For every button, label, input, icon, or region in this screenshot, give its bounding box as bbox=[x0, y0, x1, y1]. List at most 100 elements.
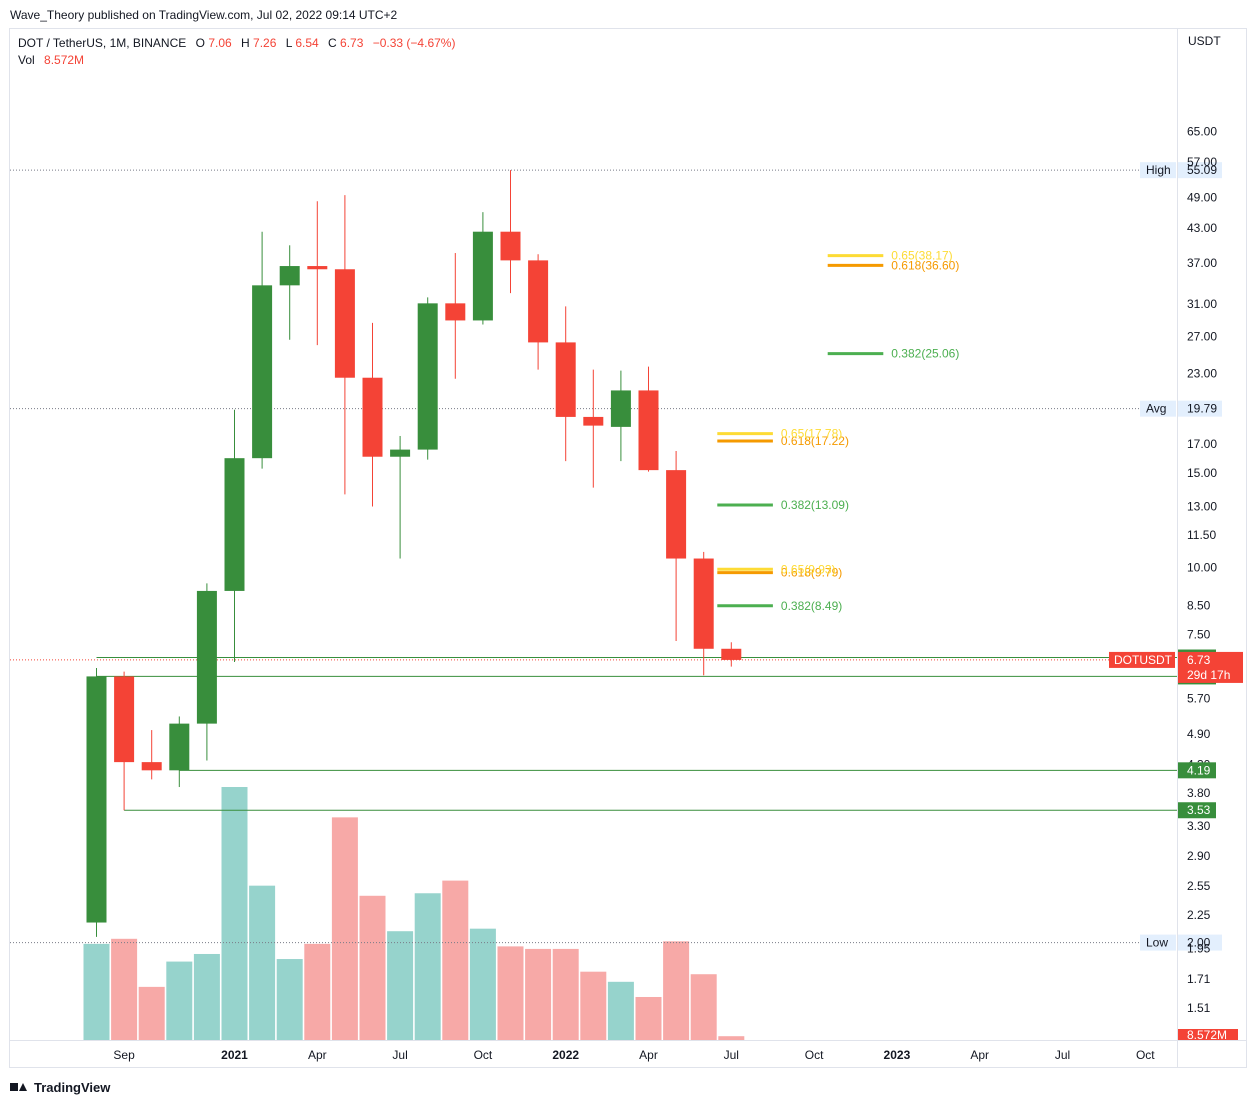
price-chart[interactable]: High 55.09 Avg 19.79 Low 2.00 0.382(25.06) 0.6… bbox=[9, 28, 1247, 1068]
price-tick-label: 17.00 bbox=[1187, 437, 1217, 451]
candle-body[interactable] bbox=[196, 590, 217, 724]
candle-body[interactable] bbox=[472, 231, 493, 321]
reference-lines: High 55.09 Avg 19.79 Low 2.00 bbox=[10, 162, 1222, 951]
level-value-tag bbox=[1178, 762, 1216, 779]
volume-bar bbox=[442, 880, 469, 1040]
price-tick-label: 1.51 bbox=[1187, 1001, 1211, 1015]
chart-frame bbox=[9, 28, 1247, 1068]
reference-value-bg bbox=[1178, 400, 1222, 417]
fib-level-label: 0.65(17.78) bbox=[781, 427, 842, 441]
reference-label: Avg bbox=[1146, 402, 1166, 416]
volume-bar bbox=[331, 817, 358, 1040]
time-tick-label: 2021 bbox=[221, 1048, 248, 1062]
candle-body[interactable] bbox=[500, 231, 521, 261]
candle-body[interactable] bbox=[307, 266, 328, 270]
fib-level-label: 0.65(38.17) bbox=[891, 249, 952, 263]
symbol-tag-text: DOTUSDT bbox=[1114, 653, 1173, 667]
candle-body[interactable] bbox=[583, 416, 604, 426]
fib-level-label: 0.382(8.49) bbox=[781, 599, 842, 613]
footer-brand[interactable]: TradingView bbox=[10, 1077, 110, 1097]
fib-level-label: 0.618(17.22) bbox=[781, 434, 849, 448]
volume-bar bbox=[276, 959, 303, 1040]
time-tick-label: Oct bbox=[805, 1048, 824, 1062]
reference-label: High bbox=[1146, 163, 1171, 177]
current-price-value: 6.73 bbox=[1187, 653, 1211, 667]
candle-body[interactable] bbox=[224, 458, 245, 591]
time-tick-label: Apr bbox=[639, 1048, 658, 1062]
candle-body[interactable] bbox=[555, 342, 576, 417]
reference-value-bg bbox=[1178, 162, 1222, 179]
legend-l-label: L bbox=[286, 36, 293, 50]
candle-body[interactable] bbox=[445, 303, 466, 321]
candle-body[interactable] bbox=[169, 723, 190, 771]
level-value-text: 3.53 bbox=[1187, 803, 1211, 817]
candle-body[interactable] bbox=[610, 390, 631, 427]
price-tick-label: 2.55 bbox=[1187, 879, 1211, 893]
currency-label: USDT bbox=[1188, 34, 1221, 48]
volume-layer bbox=[83, 787, 745, 1040]
price-tick-label: 49.00 bbox=[1187, 190, 1217, 204]
time-tick-label: Jul bbox=[392, 1048, 407, 1062]
price-tick-label: 3.80 bbox=[1187, 786, 1211, 800]
volume-bar bbox=[663, 941, 690, 1040]
time-tick-label: Sep bbox=[113, 1048, 135, 1062]
candle-body[interactable] bbox=[417, 303, 438, 450]
candle-body[interactable] bbox=[86, 676, 107, 923]
time-tick-label: Oct bbox=[1136, 1048, 1155, 1062]
volume-bar bbox=[690, 974, 717, 1040]
legend-c-label: C bbox=[328, 36, 337, 50]
price-tick-label: 1.71 bbox=[1187, 972, 1211, 986]
footer-brand-text: TradingView bbox=[34, 1079, 111, 1095]
candle-body[interactable] bbox=[252, 285, 273, 459]
time-axis[interactable]: Sep 2021 Apr Jul Oct 2022 Apr Jul Oct 2023 Apr Jul O… bbox=[113, 1048, 1155, 1062]
time-tick-label: Jul bbox=[724, 1048, 739, 1062]
volume-bar bbox=[166, 961, 193, 1040]
volume-bar bbox=[193, 953, 220, 1040]
legend-h-label: H bbox=[241, 36, 250, 50]
volume-bar bbox=[414, 893, 441, 1040]
price-axis[interactable]: USDT 65.00 57.00 49.00 43.00 37.00 31.00 27.00… bbox=[1187, 34, 1221, 1015]
chart-container[interactable]: High 55.09 Avg 19.79 Low 2.00 0.382(25.06) 0.6… bbox=[9, 28, 1247, 1068]
volume-value-tag bbox=[1178, 1029, 1238, 1040]
candle-body[interactable] bbox=[390, 449, 411, 457]
reference-value: 2.00 bbox=[1187, 936, 1211, 950]
legend-ohlc: DOT / TetherUS, 1M, BINANCE O 7.06 H 7.2… bbox=[18, 36, 455, 50]
candle-body[interactable] bbox=[693, 558, 714, 649]
time-tick-label: 2023 bbox=[884, 1048, 911, 1062]
legend-h-value: 7.26 bbox=[253, 36, 277, 50]
volume-bar bbox=[111, 938, 138, 1040]
fib-level-label: 0.382(25.06) bbox=[891, 347, 959, 361]
candle-body[interactable] bbox=[334, 269, 355, 378]
volume-bar bbox=[359, 895, 386, 1040]
price-tick-label: 15.00 bbox=[1187, 466, 1217, 480]
candle-body[interactable] bbox=[279, 266, 300, 286]
fib-level-label: 0.618(9.79) bbox=[781, 566, 842, 580]
candle-body[interactable] bbox=[114, 676, 135, 763]
candle-body[interactable] bbox=[721, 648, 742, 660]
candle-body[interactable] bbox=[362, 377, 383, 457]
publisher-line: Wave_Theory published on TradingView.com… bbox=[10, 8, 398, 22]
fib-level-label: 0.618(36.60) bbox=[891, 258, 959, 272]
price-tick-label: 5.70 bbox=[1187, 692, 1211, 706]
volume-bar bbox=[607, 981, 634, 1040]
legend-change: −0.33 (−4.67%) bbox=[373, 36, 456, 50]
price-tick-label: 23.00 bbox=[1187, 367, 1217, 381]
reference-label-bg bbox=[1140, 400, 1176, 417]
price-tick-label: 13.00 bbox=[1187, 500, 1217, 514]
candle-body[interactable] bbox=[141, 762, 162, 771]
symbol-tag bbox=[1109, 651, 1175, 668]
price-tick-label: 43.00 bbox=[1187, 221, 1217, 235]
legend-l-value: 6.54 bbox=[295, 36, 319, 50]
legend-o-label: O bbox=[196, 36, 205, 50]
price-tick-label: 7.50 bbox=[1187, 628, 1211, 642]
time-tick-label: Oct bbox=[474, 1048, 493, 1062]
candle-body[interactable] bbox=[528, 260, 549, 343]
legend-o-value: 7.06 bbox=[208, 36, 232, 50]
legend-c-value: 6.73 bbox=[340, 36, 364, 50]
candle-body[interactable] bbox=[666, 470, 687, 559]
price-tick-label: 3.30 bbox=[1187, 819, 1211, 833]
volume-bar bbox=[552, 948, 579, 1040]
candles-layer bbox=[86, 170, 742, 937]
candle-body[interactable] bbox=[638, 390, 659, 471]
time-tick-label: Jul bbox=[1055, 1048, 1070, 1062]
